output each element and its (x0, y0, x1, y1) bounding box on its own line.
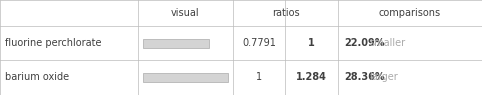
Bar (143, 38, 209, 48)
Text: 0.7791: 0.7791 (242, 38, 276, 48)
Text: 1: 1 (308, 38, 315, 48)
Bar (143, 73, 228, 82)
Text: 22.09%: 22.09% (344, 38, 385, 48)
Text: 1.284: 1.284 (296, 72, 327, 82)
Text: smaller: smaller (369, 38, 405, 48)
Text: fluorine perchlorate: fluorine perchlorate (5, 38, 102, 48)
Text: visual: visual (171, 8, 200, 18)
Text: larger: larger (369, 72, 398, 82)
Text: comparisons: comparisons (379, 8, 441, 18)
Text: 28.36%: 28.36% (344, 72, 385, 82)
Text: ratios: ratios (272, 8, 299, 18)
Text: 1: 1 (256, 72, 262, 82)
Text: barium oxide: barium oxide (5, 72, 69, 82)
